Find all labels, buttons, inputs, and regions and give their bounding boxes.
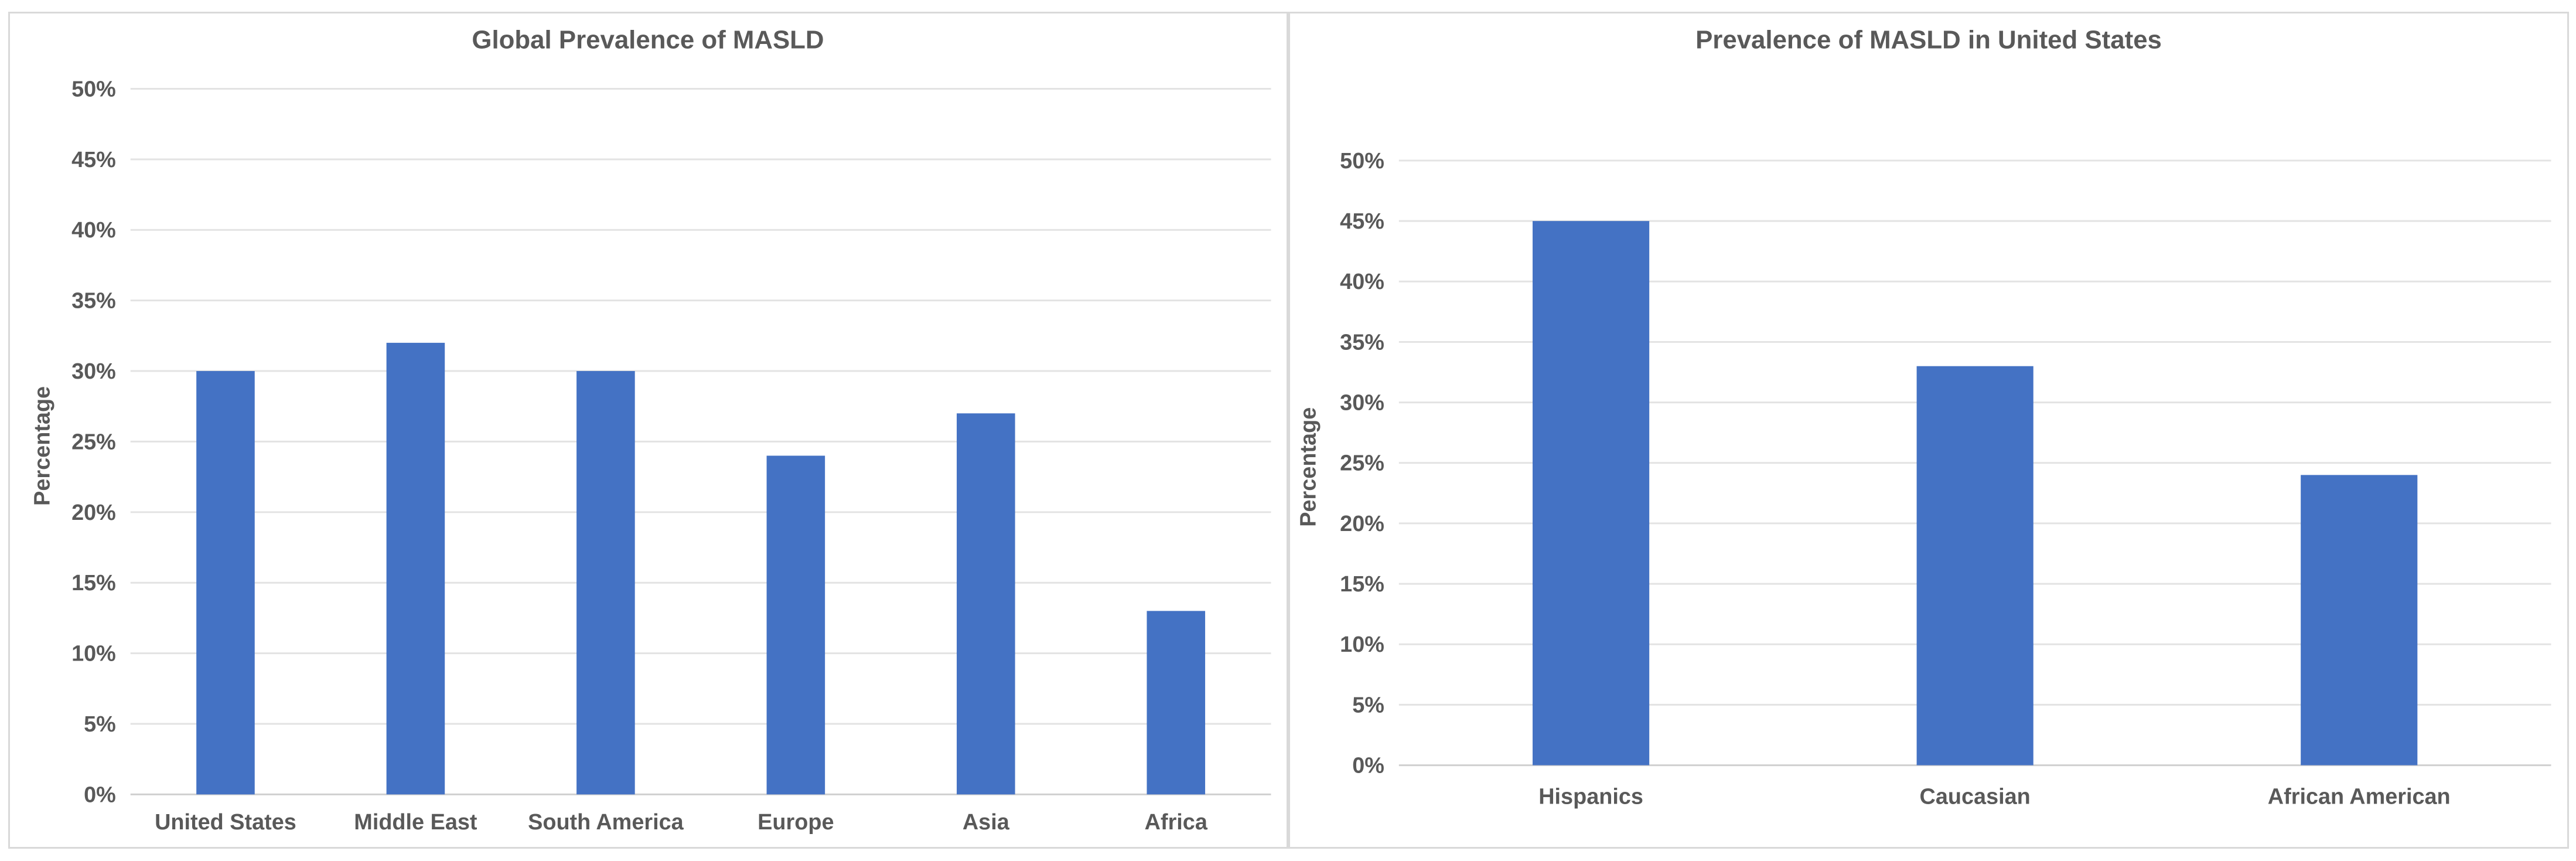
chart-us-prevalence: Prevalence of MASLD in United States Per…	[1288, 12, 2569, 849]
x-category-label: South America	[528, 810, 684, 835]
bar-africa	[1147, 611, 1206, 795]
chart-us-svg: Prevalence of MASLD in United States Per…	[1296, 26, 2551, 809]
y-axis-label: Percentage	[30, 386, 54, 506]
y-tick-label: 40%	[71, 218, 116, 243]
bar-europe	[766, 455, 825, 795]
bar-african-american	[2301, 475, 2418, 765]
y-tick-label: 0%	[84, 782, 116, 807]
chart-title: Prevalence of MASLD in United States	[1695, 26, 2162, 55]
x-category-label: Africa	[1145, 810, 1208, 835]
y-tick-label: 50%	[71, 77, 116, 101]
y-tick-label: 50%	[1340, 149, 1384, 173]
bar-hispanics	[1533, 221, 1650, 765]
chart-global-prevalence: Global Prevalence of MASLD Percentage 0%…	[8, 12, 1288, 849]
y-tick-label: 25%	[1340, 451, 1384, 476]
y-tick-label: 10%	[1340, 632, 1384, 657]
x-category-label: Middle East	[354, 810, 477, 835]
y-tick-label: 5%	[84, 712, 116, 737]
chart-title: Global Prevalence of MASLD	[472, 26, 824, 55]
y-tick-label: 20%	[71, 501, 116, 525]
y-tick-label: 35%	[1340, 330, 1384, 355]
x-category-label: Europe	[758, 810, 834, 835]
x-category-label: Hispanics	[1538, 784, 1643, 809]
y-tick-label: 40%	[1340, 270, 1384, 294]
y-tick-label: 45%	[71, 148, 116, 172]
y-tick-label: 15%	[71, 571, 116, 595]
x-category-label: Asia	[963, 810, 1010, 835]
bar-south-america	[576, 371, 635, 795]
y-tick-label: 35%	[71, 289, 116, 314]
y-tick-label: 20%	[1340, 512, 1384, 536]
y-axis-label: Percentage	[1296, 407, 1321, 527]
y-tick-label: 15%	[1340, 572, 1384, 597]
bar-united-states	[196, 371, 255, 795]
chart-global-svg: Global Prevalence of MASLD Percentage 0%…	[30, 26, 1271, 835]
bar-asia	[957, 413, 1015, 795]
y-tick-label: 45%	[1340, 209, 1384, 234]
y-tick-label: 30%	[71, 359, 116, 384]
bar-middle-east	[386, 342, 445, 795]
y-tick-label: 5%	[1352, 693, 1384, 717]
bar-caucasian	[1916, 366, 2033, 765]
y-tick-label: 0%	[1352, 754, 1384, 778]
y-tick-label: 10%	[71, 642, 116, 666]
x-category-label: African American	[2268, 784, 2451, 809]
y-tick-label: 25%	[71, 430, 116, 454]
y-tick-label: 30%	[1340, 391, 1384, 416]
x-category-label: United States	[155, 810, 296, 835]
x-category-label: Caucasian	[1920, 784, 2031, 809]
